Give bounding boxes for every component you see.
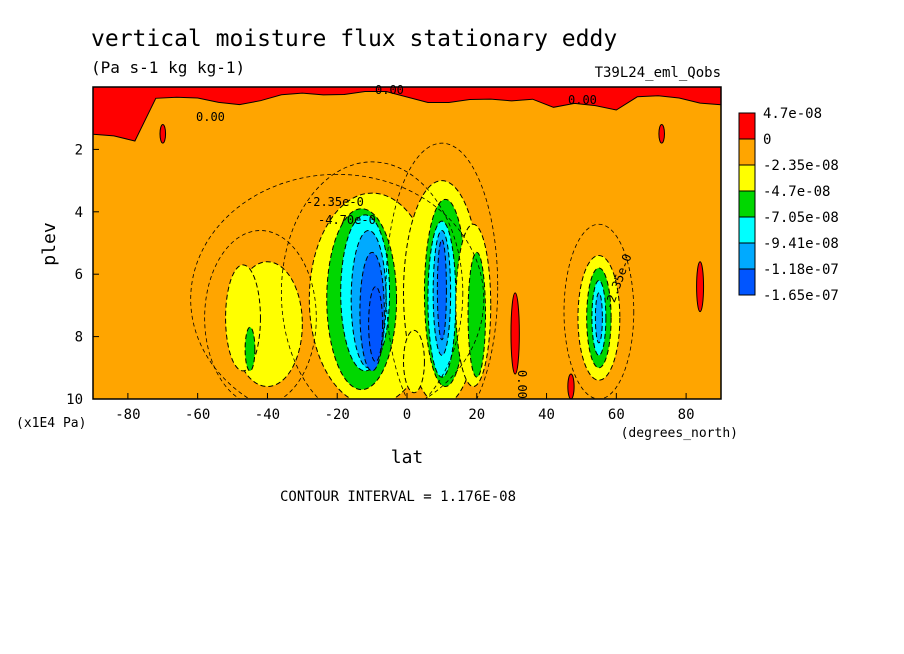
top-positive-band xyxy=(93,87,721,142)
legend-label: 0 xyxy=(763,132,771,148)
plot-area xyxy=(93,87,721,399)
positive-patch xyxy=(567,373,575,399)
chart-subtitle: (Pa s-1 kg kg-1) xyxy=(91,58,245,77)
legend-swatch xyxy=(738,138,756,166)
legend-swatch xyxy=(738,268,756,296)
contour-label: 0.00 xyxy=(515,370,529,399)
positive-patch xyxy=(159,123,167,144)
y-axis: 2 4 6 8 10 xyxy=(66,142,99,408)
x-tick-label: -20 xyxy=(325,407,350,423)
contour-fill-level-4 xyxy=(594,292,603,344)
contour-fill-level-6 xyxy=(368,286,384,363)
contour-line xyxy=(204,230,317,399)
contour-label: -2.35e-0 xyxy=(306,195,364,209)
x-tick-label: 0 xyxy=(403,407,411,423)
y-tick-label: 8 xyxy=(75,330,83,346)
x-axis-units: (degrees_north) xyxy=(621,426,738,441)
legend-swatch xyxy=(738,112,756,140)
legend-swatch xyxy=(738,190,756,218)
color-legend: 4.7e-08 0 -2.35e-08 -4.7e-08 -7.05e-08 -9.41e… xyxy=(738,106,839,304)
legend-label: -9.41e-08 xyxy=(763,236,839,252)
x-tick-label: 60 xyxy=(608,407,625,423)
y-tick-label: 10 xyxy=(66,392,83,408)
legend-label: 4.7e-08 xyxy=(763,106,822,122)
contour-label: 0.00 xyxy=(196,110,225,124)
positive-patch xyxy=(658,123,665,144)
contour-interval-note: CONTOUR INTERVAL = 1.176E-08 xyxy=(280,489,516,505)
legend-swatch xyxy=(738,242,756,270)
chart-title: vertical moisture flux stationary eddy xyxy=(91,26,617,52)
contour-line xyxy=(385,142,499,399)
contour-fill-level-2 xyxy=(467,251,486,378)
y-tick-label: 2 xyxy=(75,142,83,158)
y-tick-label: 6 xyxy=(75,267,83,283)
y-axis-label: plev xyxy=(39,222,60,265)
contour-label: 0.00 xyxy=(568,93,597,107)
x-tick-label: 20 xyxy=(468,407,485,423)
contour-line xyxy=(281,161,464,399)
legend-label: -7.05e-08 xyxy=(763,210,839,226)
x-tick-label: -40 xyxy=(255,407,280,423)
contour-fill-level-1 xyxy=(403,329,425,394)
x-tick-label: -80 xyxy=(115,407,140,423)
x-axis-label: lat xyxy=(391,447,424,468)
positive-patch xyxy=(696,261,705,313)
contour-fill-level-1 xyxy=(225,264,261,372)
legend-swatch xyxy=(738,164,756,192)
y-axis-units: (x1E4 Pa) xyxy=(16,416,86,431)
x-tick-label: 80 xyxy=(678,407,695,423)
contour-fill-level-5 xyxy=(436,239,447,341)
legend-label: -1.18e-07 xyxy=(763,262,839,278)
contour-label: -4.70e-0 xyxy=(318,213,376,227)
legend-label: -1.65e-07 xyxy=(763,288,839,304)
contour-line xyxy=(190,173,485,399)
legend-label: -2.35e-08 xyxy=(763,158,839,174)
x-tick-label: 40 xyxy=(538,407,555,423)
y-tick-label: 4 xyxy=(75,205,83,221)
positive-patch xyxy=(510,292,520,375)
contour-line xyxy=(563,223,635,399)
contour-label: 0.00 xyxy=(375,83,404,97)
run-label: T39L24_eml_Qobs xyxy=(595,65,721,81)
x-tick-label: -60 xyxy=(185,407,210,423)
x-axis: -80 -60 -40 -20 0 20 40 60 80 xyxy=(115,393,695,423)
legend-swatch xyxy=(738,216,756,244)
legend-label: -4.7e-08 xyxy=(763,184,830,200)
contour-fill-level-2 xyxy=(244,326,256,372)
